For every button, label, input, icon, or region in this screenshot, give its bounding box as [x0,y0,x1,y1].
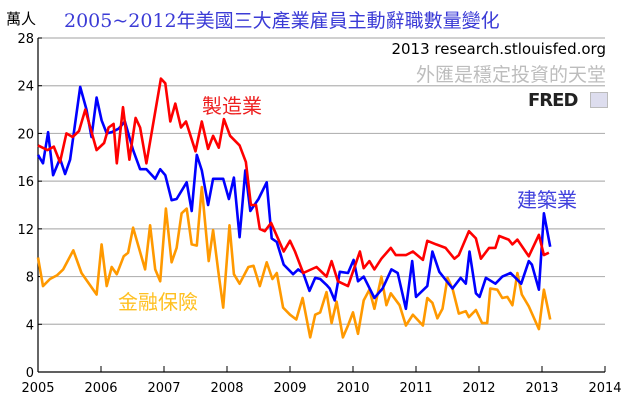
chart-title: 2005~2012年美國三大產業雇員主動辭職數量變化 [64,10,500,32]
series-line-1 [36,85,552,311]
y-tick-label: 24 [17,80,34,95]
series-label-finance: 金融保險 [118,290,198,314]
x-tick-label: 2006 [84,381,117,396]
y-tick-label: 16 [17,175,34,190]
fred-chart-icon [590,92,608,108]
x-tick-label: 2007 [147,381,180,396]
x-tick-label: 2011 [399,381,432,396]
series-label-manufacturing: 製造業 [202,94,262,118]
x-tick-label: 2010 [336,381,369,396]
series-label-construction: 建築業 [517,188,577,212]
x-tick-label: 2014 [588,381,621,396]
watermark-slogan: 外匯是穩定投資的天堂 [415,64,606,86]
x-tick-label: 2008 [210,381,243,396]
y-tick-label: 4 [26,318,34,333]
y-tick-label: 20 [17,127,34,142]
series-line-0 [37,77,550,288]
x-tick-label: 2005 [21,381,54,396]
series-line-2 [36,185,552,339]
y-tick-label: 12 [17,223,34,238]
x-tick-label: 2009 [273,381,306,396]
x-tick-label: 2013 [525,381,558,396]
y-axis-unit-label: 萬人 [6,10,37,28]
y-tick-label: 8 [26,271,34,286]
source-label: 2013 research.stlouisfed.org [391,40,606,58]
fred-logo: FRED [528,90,578,111]
x-tick-label: 2012 [462,381,495,396]
axes [37,37,606,373]
y-tick-label: 28 [17,32,34,47]
y-tick-label: 0 [26,366,34,381]
tick-labels: 0 4 8 12 16 20 24 28 2005 2006 2007 2008 2009 2010 201… [17,32,621,396]
series-lines [36,77,552,339]
